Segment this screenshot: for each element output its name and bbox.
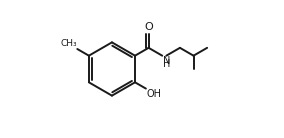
Text: N: N [163,56,170,66]
Text: H: H [163,59,170,69]
Text: OH: OH [147,89,161,99]
Text: O: O [144,22,153,32]
Text: CH₃: CH₃ [60,39,77,48]
